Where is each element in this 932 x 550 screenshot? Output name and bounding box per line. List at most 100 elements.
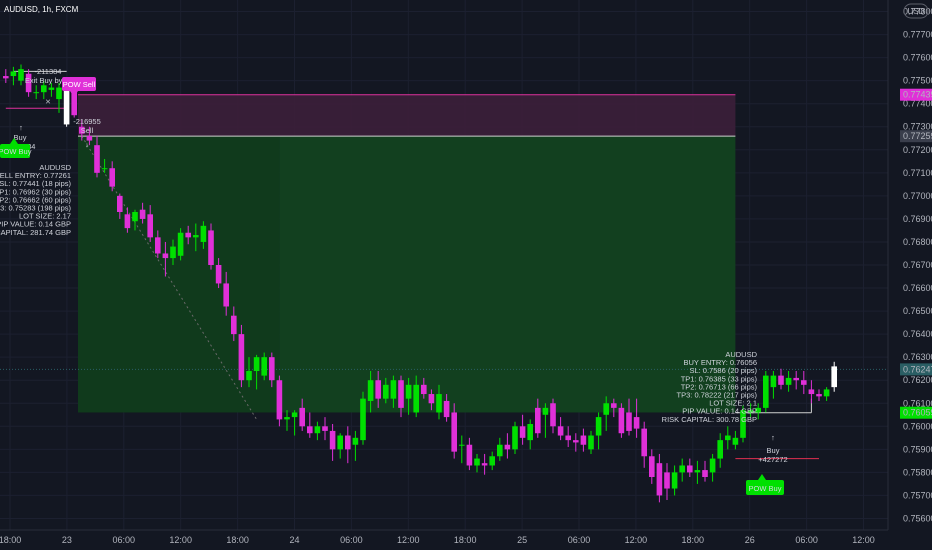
candle xyxy=(740,405,746,443)
candle xyxy=(253,354,260,390)
candle-body xyxy=(147,214,153,238)
pow-buy-bg xyxy=(746,480,784,495)
candle-body xyxy=(208,230,214,265)
candle xyxy=(322,417,328,441)
pow-sell-label: POW Sell xyxy=(63,80,96,89)
sell-arrow-icon: ↓ xyxy=(85,140,89,149)
candle-body xyxy=(626,412,632,431)
candle-body xyxy=(177,232,184,256)
candle-body xyxy=(18,69,24,81)
candle-body xyxy=(405,384,412,399)
price-tag-label: 0.76059 xyxy=(903,408,932,418)
candle-body xyxy=(497,444,503,457)
candle xyxy=(550,398,556,434)
currency-button[interactable]: USD xyxy=(903,3,929,19)
candle-body xyxy=(109,168,115,187)
candle xyxy=(284,410,290,431)
candle-body xyxy=(101,168,108,170)
pow-sell-pointer xyxy=(70,91,78,97)
candle-body xyxy=(504,444,511,450)
candle xyxy=(269,352,275,388)
candle-body xyxy=(398,380,404,408)
exit-buy-id: -211384 xyxy=(35,67,62,76)
early-buy-text: Buy xyxy=(14,133,27,142)
candle xyxy=(801,371,807,395)
candle xyxy=(238,324,245,388)
candles xyxy=(3,64,837,503)
time-tick-label: 18:00 xyxy=(226,535,249,545)
buy-text: Buy xyxy=(767,446,780,455)
exit-buy-text: Exit Buy by Sl xyxy=(25,76,72,85)
candle xyxy=(580,428,587,452)
candle-body xyxy=(48,87,55,90)
candle-body xyxy=(595,417,602,436)
candle-body xyxy=(10,71,17,77)
candle xyxy=(778,368,784,390)
candle-body xyxy=(641,428,647,457)
candle-body xyxy=(573,440,579,443)
candle xyxy=(519,414,526,445)
pow-buy-badge[interactable]: POW Buy xyxy=(746,474,784,495)
candle-body xyxy=(139,209,146,219)
candle xyxy=(390,375,397,408)
candle xyxy=(618,403,625,438)
buy-info-line: TP2: 0.76713 (66 pips) xyxy=(681,382,758,391)
price-tag-bg xyxy=(900,406,932,419)
candle-body xyxy=(603,403,609,415)
time-tick-label: 18:00 xyxy=(682,535,705,545)
candle-body xyxy=(193,235,199,238)
pow-sell-badge[interactable]: POW Sell xyxy=(62,77,96,97)
candle-body xyxy=(725,435,731,441)
price-tag-bg xyxy=(900,130,932,143)
candle-body xyxy=(778,375,784,385)
candle xyxy=(785,371,792,392)
price-tag-label: 0.76247 xyxy=(903,364,932,374)
time-tick-label: 23 xyxy=(62,535,72,545)
sell-info-line: SELL ENTRY: 0.77261 xyxy=(0,171,71,180)
candle xyxy=(451,403,457,459)
candle-body xyxy=(261,357,267,376)
candle-body xyxy=(79,126,85,134)
candle xyxy=(611,398,617,418)
candle xyxy=(33,85,39,100)
sell-info-line: TP1: 0.76962 (30 pips) xyxy=(0,187,72,196)
candle xyxy=(337,433,343,459)
profit-zone xyxy=(279,136,736,413)
candle-body xyxy=(223,283,229,307)
candle-body xyxy=(664,472,670,489)
candle-body xyxy=(360,398,366,441)
candle xyxy=(261,352,267,381)
candle-body xyxy=(322,426,328,431)
time-tick-label: 06:00 xyxy=(568,535,591,545)
pow-buy-label: POW Buy xyxy=(749,484,782,493)
sell-info-line: PIP VALUE: 0.14 GBP xyxy=(0,220,71,229)
candle-body xyxy=(436,394,442,413)
candle xyxy=(79,119,85,141)
candle xyxy=(542,403,549,438)
candle-body xyxy=(33,92,39,94)
candle xyxy=(162,241,169,277)
candle xyxy=(345,426,351,464)
candle-body xyxy=(588,435,594,450)
candle xyxy=(360,391,366,445)
candle xyxy=(474,453,480,473)
candle xyxy=(170,239,176,265)
candle-body xyxy=(702,470,708,477)
early-pow-buy-badge[interactable]: POW Buy xyxy=(0,138,32,158)
candle-body xyxy=(694,470,701,473)
candle xyxy=(732,430,739,450)
candle xyxy=(793,371,799,390)
candle xyxy=(565,426,571,448)
sell-text: Sell xyxy=(81,126,94,135)
buy-arrow-icon: ↑ xyxy=(771,433,775,442)
candle-body xyxy=(557,426,564,436)
candle xyxy=(109,161,115,192)
candle-body xyxy=(329,430,336,450)
